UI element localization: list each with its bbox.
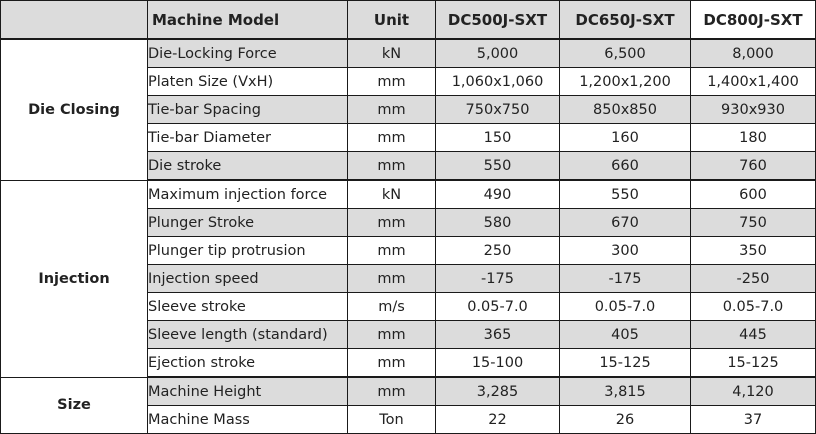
value-cell-model-2: 850x850 bbox=[559, 95, 691, 124]
table-row: Plunger tip protrusion mm 250 300 350 bbox=[1, 236, 816, 265]
unit-cell: mm bbox=[347, 123, 436, 152]
param-label: Maximum injection force bbox=[147, 179, 348, 209]
value-cell-model-1: 250 bbox=[435, 236, 560, 265]
header-model-2: DC650J-SXT bbox=[559, 0, 691, 40]
unit-cell: mm bbox=[347, 67, 436, 96]
value-cell-model-2: 660 bbox=[559, 151, 691, 181]
table-row: Injection speed mm -175 -175 -250 bbox=[1, 264, 816, 293]
value-cell-model-1: 15-100 bbox=[435, 348, 560, 378]
param-label: Sleeve stroke bbox=[147, 292, 348, 321]
value-cell-model-2: 6,500 bbox=[559, 38, 691, 68]
header-unit: Unit bbox=[347, 0, 436, 40]
group-die-closing: Die Closing bbox=[0, 38, 148, 181]
param-label: Machine Height bbox=[147, 376, 348, 406]
value-cell-model-3: 4,120 bbox=[690, 376, 816, 406]
unit-cell: mm bbox=[347, 208, 436, 237]
unit-cell: mm bbox=[347, 151, 436, 181]
value-cell-model-3: 37 bbox=[690, 405, 816, 434]
value-cell-model-1: 0.05-7.0 bbox=[435, 292, 560, 321]
param-label: Sleeve length (standard) bbox=[147, 320, 348, 349]
value-cell-model-1: 22 bbox=[435, 405, 560, 434]
value-cell-model-2: 1,200x1,200 bbox=[559, 67, 691, 96]
unit-cell: mm bbox=[347, 320, 436, 349]
unit-cell: mm bbox=[347, 236, 436, 265]
unit-cell: mm bbox=[347, 376, 436, 406]
value-cell-model-3: 930x930 bbox=[690, 95, 816, 124]
param-label: Injection speed bbox=[147, 264, 348, 293]
value-cell-model-1: 3,285 bbox=[435, 376, 560, 406]
unit-cell: mm bbox=[347, 264, 436, 293]
value-cell-model-3: 0.05-7.0 bbox=[690, 292, 816, 321]
header-machine-model: Machine Model bbox=[147, 0, 348, 40]
value-cell-model-2: 15-125 bbox=[559, 348, 691, 378]
value-cell-model-3: 600 bbox=[690, 179, 816, 209]
table-row: Ejection stroke mm 15-100 15-125 15-125 bbox=[1, 348, 816, 378]
value-cell-model-3: 15-125 bbox=[690, 348, 816, 378]
param-label: Die stroke bbox=[147, 151, 348, 181]
unit-cell: kN bbox=[347, 179, 436, 209]
table-row: Die Closing Die-Locking Force kN 5,000 6,500… bbox=[0, 38, 816, 181]
value-cell-model-2: 670 bbox=[559, 208, 691, 237]
value-cell-model-1: -175 bbox=[435, 264, 560, 293]
group-size: Size bbox=[0, 376, 148, 434]
value-cell-model-3: 1,400x1,400 bbox=[690, 67, 816, 96]
value-cell-model-3: 350 bbox=[690, 236, 816, 265]
value-cell-model-2: 0.05-7.0 bbox=[559, 292, 691, 321]
value-cell-model-2: 300 bbox=[559, 236, 691, 265]
value-cell-model-3: 445 bbox=[690, 320, 816, 349]
value-cell-model-1: 750x750 bbox=[435, 95, 560, 124]
value-cell-model-1: 150 bbox=[435, 123, 560, 152]
table-row: Die stroke mm 550 660 760 bbox=[1, 151, 816, 181]
param-label: Ejection stroke bbox=[147, 348, 348, 378]
header-corner-cell bbox=[0, 0, 148, 40]
value-cell-model-3: 750 bbox=[690, 208, 816, 237]
value-cell-model-2: 550 bbox=[559, 179, 691, 209]
param-label: Tie-bar Diameter bbox=[147, 123, 348, 152]
param-label: Plunger tip protrusion bbox=[147, 236, 348, 265]
param-label: Platen Size (VxH) bbox=[147, 67, 348, 96]
table-row: Sleeve stroke m/s 0.05-7.0 0.05-7.0 0.05-7.0 bbox=[1, 292, 816, 321]
value-cell-model-1: 5,000 bbox=[435, 38, 560, 68]
value-cell-model-1: 550 bbox=[435, 151, 560, 181]
table-row: Tie-bar Diameter mm 150 160 180 bbox=[1, 123, 816, 152]
header-model-3: DC800J-SXT bbox=[690, 0, 816, 40]
value-cell-model-2: 160 bbox=[559, 123, 691, 152]
unit-cell: Ton bbox=[347, 405, 436, 434]
table-row: Injection Maximum injection force kN 490 550… bbox=[0, 179, 816, 378]
value-cell-model-1: 580 bbox=[435, 208, 560, 237]
param-label: Machine Mass bbox=[147, 405, 348, 434]
param-label: Tie-bar Spacing bbox=[147, 95, 348, 124]
value-cell-model-1: 490 bbox=[435, 179, 560, 209]
value-cell-model-2: -175 bbox=[559, 264, 691, 293]
value-cell-model-1: 1,060x1,060 bbox=[435, 67, 560, 96]
value-cell-model-3: -250 bbox=[690, 264, 816, 293]
group-injection: Injection bbox=[0, 179, 148, 378]
param-label: Die-Locking Force bbox=[147, 38, 348, 68]
value-cell-model-2: 405 bbox=[559, 320, 691, 349]
value-cell-model-2: 3,815 bbox=[559, 376, 691, 406]
value-cell-model-3: 760 bbox=[690, 151, 816, 181]
table-row: Tie-bar Spacing mm 750x750 850x850 930x930 bbox=[1, 95, 816, 124]
unit-cell: m/s bbox=[347, 292, 436, 321]
header-row: Machine Model Unit DC500J-SXT DC650J-SXT… bbox=[0, 0, 816, 40]
table-row: Size Machine Height mm 3,285 3,815 4,120 bbox=[0, 376, 816, 434]
table-row: Sleeve length (standard) mm 365 405 445 bbox=[1, 320, 816, 349]
value-cell-model-3: 8,000 bbox=[690, 38, 816, 68]
table-row: Plunger Stroke mm 580 670 750 bbox=[1, 208, 816, 237]
unit-cell: mm bbox=[347, 348, 436, 378]
param-label: Plunger Stroke bbox=[147, 208, 348, 237]
value-cell-model-3: 180 bbox=[690, 123, 816, 152]
value-cell-model-2: 26 bbox=[559, 405, 691, 434]
table-row: Platen Size (VxH) mm 1,060x1,060 1,200x1,20… bbox=[1, 67, 816, 96]
unit-cell: kN bbox=[347, 38, 436, 68]
header-model-1: DC500J-SXT bbox=[435, 0, 560, 40]
unit-cell: mm bbox=[347, 95, 436, 124]
value-cell-model-1: 365 bbox=[435, 320, 560, 349]
